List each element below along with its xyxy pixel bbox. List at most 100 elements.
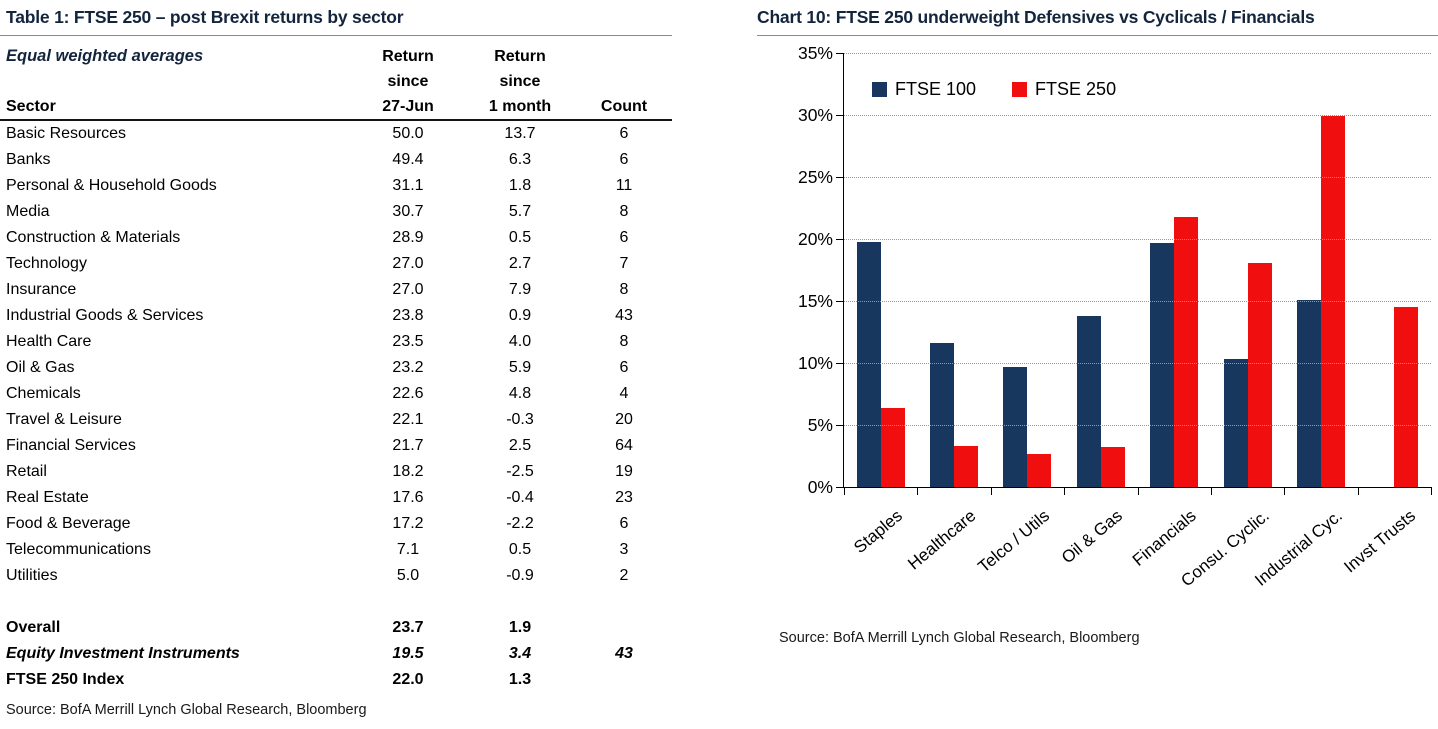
return-since-1month-header: Return since 1 month [488,48,552,115]
bar-ftse-250 [1027,453,1052,487]
bar-group [1211,53,1284,487]
bar-ftse-100 [1223,359,1248,487]
sector-cell: Travel & Leisure [6,411,122,428]
table-rows: Basic Resources 50.0 13.7 6 Banks 49.4 6.3 6 Per… [0,121,672,589]
return-since-27jun-header: Return since 27-Jun [382,48,434,115]
value-cell: 2.5 [508,437,532,454]
value-cell: 6 [619,359,629,376]
value-cell: 6 [619,151,629,168]
legend-item: FTSE 250 [1012,79,1116,100]
table-row: Banks 49.4 6.3 6 [0,147,672,173]
x-axis-tick [1357,487,1359,495]
value-cell: 30.7 [392,203,424,220]
chart-source: Source: BofA Merrill Lynch Global Resear… [779,630,1140,646]
gridline [844,301,1431,302]
chart-x-axis-labels: Staples Healthcare Telco / Utils Oil & Gas F… [843,492,1430,622]
table-row: FTSE 250 Index 22.0 1.3 [0,667,672,693]
sector-cell: Technology [6,255,87,272]
bar-group [1138,53,1211,487]
table-row: Real Estate 17.6 -0.4 23 [0,485,672,511]
legend-label: FTSE 250 [1035,79,1117,99]
table-row: Insurance 27.0 7.9 8 [0,277,672,303]
bar-ftse-100 [1296,299,1321,487]
table-subtitle: Equal weighted averages [6,47,204,65]
x-axis-label: Healthcare [904,506,980,574]
value-cell: 49.4 [392,151,424,168]
x-axis-label: Invst Trusts [1340,506,1420,577]
value-cell: 5.7 [508,203,532,220]
x-axis-label: Staples [850,506,906,558]
x-axis-tick [1210,487,1212,495]
table-row: Health Care 23.5 4.0 8 [0,329,672,355]
value-cell: 64 [615,437,633,454]
y-axis-tick [836,363,844,364]
value-cell: -2.2 [506,515,534,532]
bar-ftse-100 [856,241,881,487]
value-cell: 22.6 [392,385,424,402]
value-cell: 17.2 [392,515,424,532]
value-cell: 7 [619,255,629,272]
value-cell: 6.3 [508,151,532,168]
value-cell: 2 [619,567,629,584]
value-cell: 23 [615,489,633,506]
bar-group [1064,53,1137,487]
bar-ftse-250 [1174,216,1199,487]
value-cell: 6 [619,515,629,532]
value-cell: 7.9 [508,281,532,298]
sector-cell: FTSE 250 Index [6,671,125,688]
value-cell: 23.7 [392,619,424,636]
bar-ftse-250 [880,407,905,487]
value-cell: 23.2 [392,359,424,376]
sector-cell: Health Care [6,333,92,350]
y-axis-tick [836,239,844,240]
value-cell: -0.9 [506,567,534,584]
value-cell: 21.7 [392,437,424,454]
bar-ftse-250 [1247,262,1272,487]
count-column-header: Count [600,98,648,115]
value-cell: 2.7 [508,255,532,272]
y-axis-tick [836,487,844,488]
chart-panel: Chart 10: FTSE 250 underweight Defensive… [757,0,1438,729]
bar-ftse-100 [1076,315,1101,487]
bar-ftse-250 [954,446,979,487]
y-axis-tick [836,425,844,426]
value-cell: -0.3 [506,411,534,428]
bar-group [1284,53,1357,487]
table-row: Retail 18.2 -2.5 19 [0,459,672,485]
value-cell: 1.3 [508,671,532,688]
legend-swatch-icon [872,82,887,97]
legend-label: FTSE 100 [895,79,977,99]
x-axis-label: Financials [1128,506,1200,570]
sector-cell: Industrial Goods & Services [6,307,204,324]
table-row: Utilities 5.0 -0.9 2 [0,563,672,589]
table-summary-rows: Overall 23.7 1.9 Equity Investment Instrume… [0,615,672,693]
value-cell: 0.5 [508,541,532,558]
sector-cell: Overall [6,619,61,636]
table-row: Media 30.7 5.7 8 [0,199,672,225]
value-cell: 0.9 [508,307,532,324]
sector-cell: Retail [6,463,47,480]
table-header-sector-col: Equal weighted averages Sector [0,44,352,119]
y-axis-tick [836,53,844,54]
table-row: Telecommunications 7.1 0.5 3 [0,537,672,563]
table-row: Financial Services 21.7 2.5 64 [0,433,672,459]
value-cell: 5.9 [508,359,532,376]
sector-cell: Chemicals [6,385,81,402]
sector-cell: Media [6,203,50,220]
value-cell: 6 [619,229,629,246]
value-cell: 3.4 [508,645,532,662]
value-cell: 0.5 [508,229,532,246]
y-axis-tick [836,301,844,302]
chart-title: Chart 10: FTSE 250 underweight Defensive… [757,0,1438,36]
value-cell [576,615,672,641]
table-row: Overall 23.7 1.9 [0,615,672,641]
table-row: Technology 27.0 2.7 7 [0,251,672,277]
chart-bars [844,53,1431,487]
y-axis-tick [836,177,844,178]
value-cell: 22.1 [392,411,424,428]
y-axis-label: 5% [807,415,833,435]
value-cell: 28.9 [392,229,424,246]
value-cell: 43 [615,645,633,662]
sector-cell: Personal & Household Goods [6,177,217,194]
x-axis-tick [1064,487,1066,495]
